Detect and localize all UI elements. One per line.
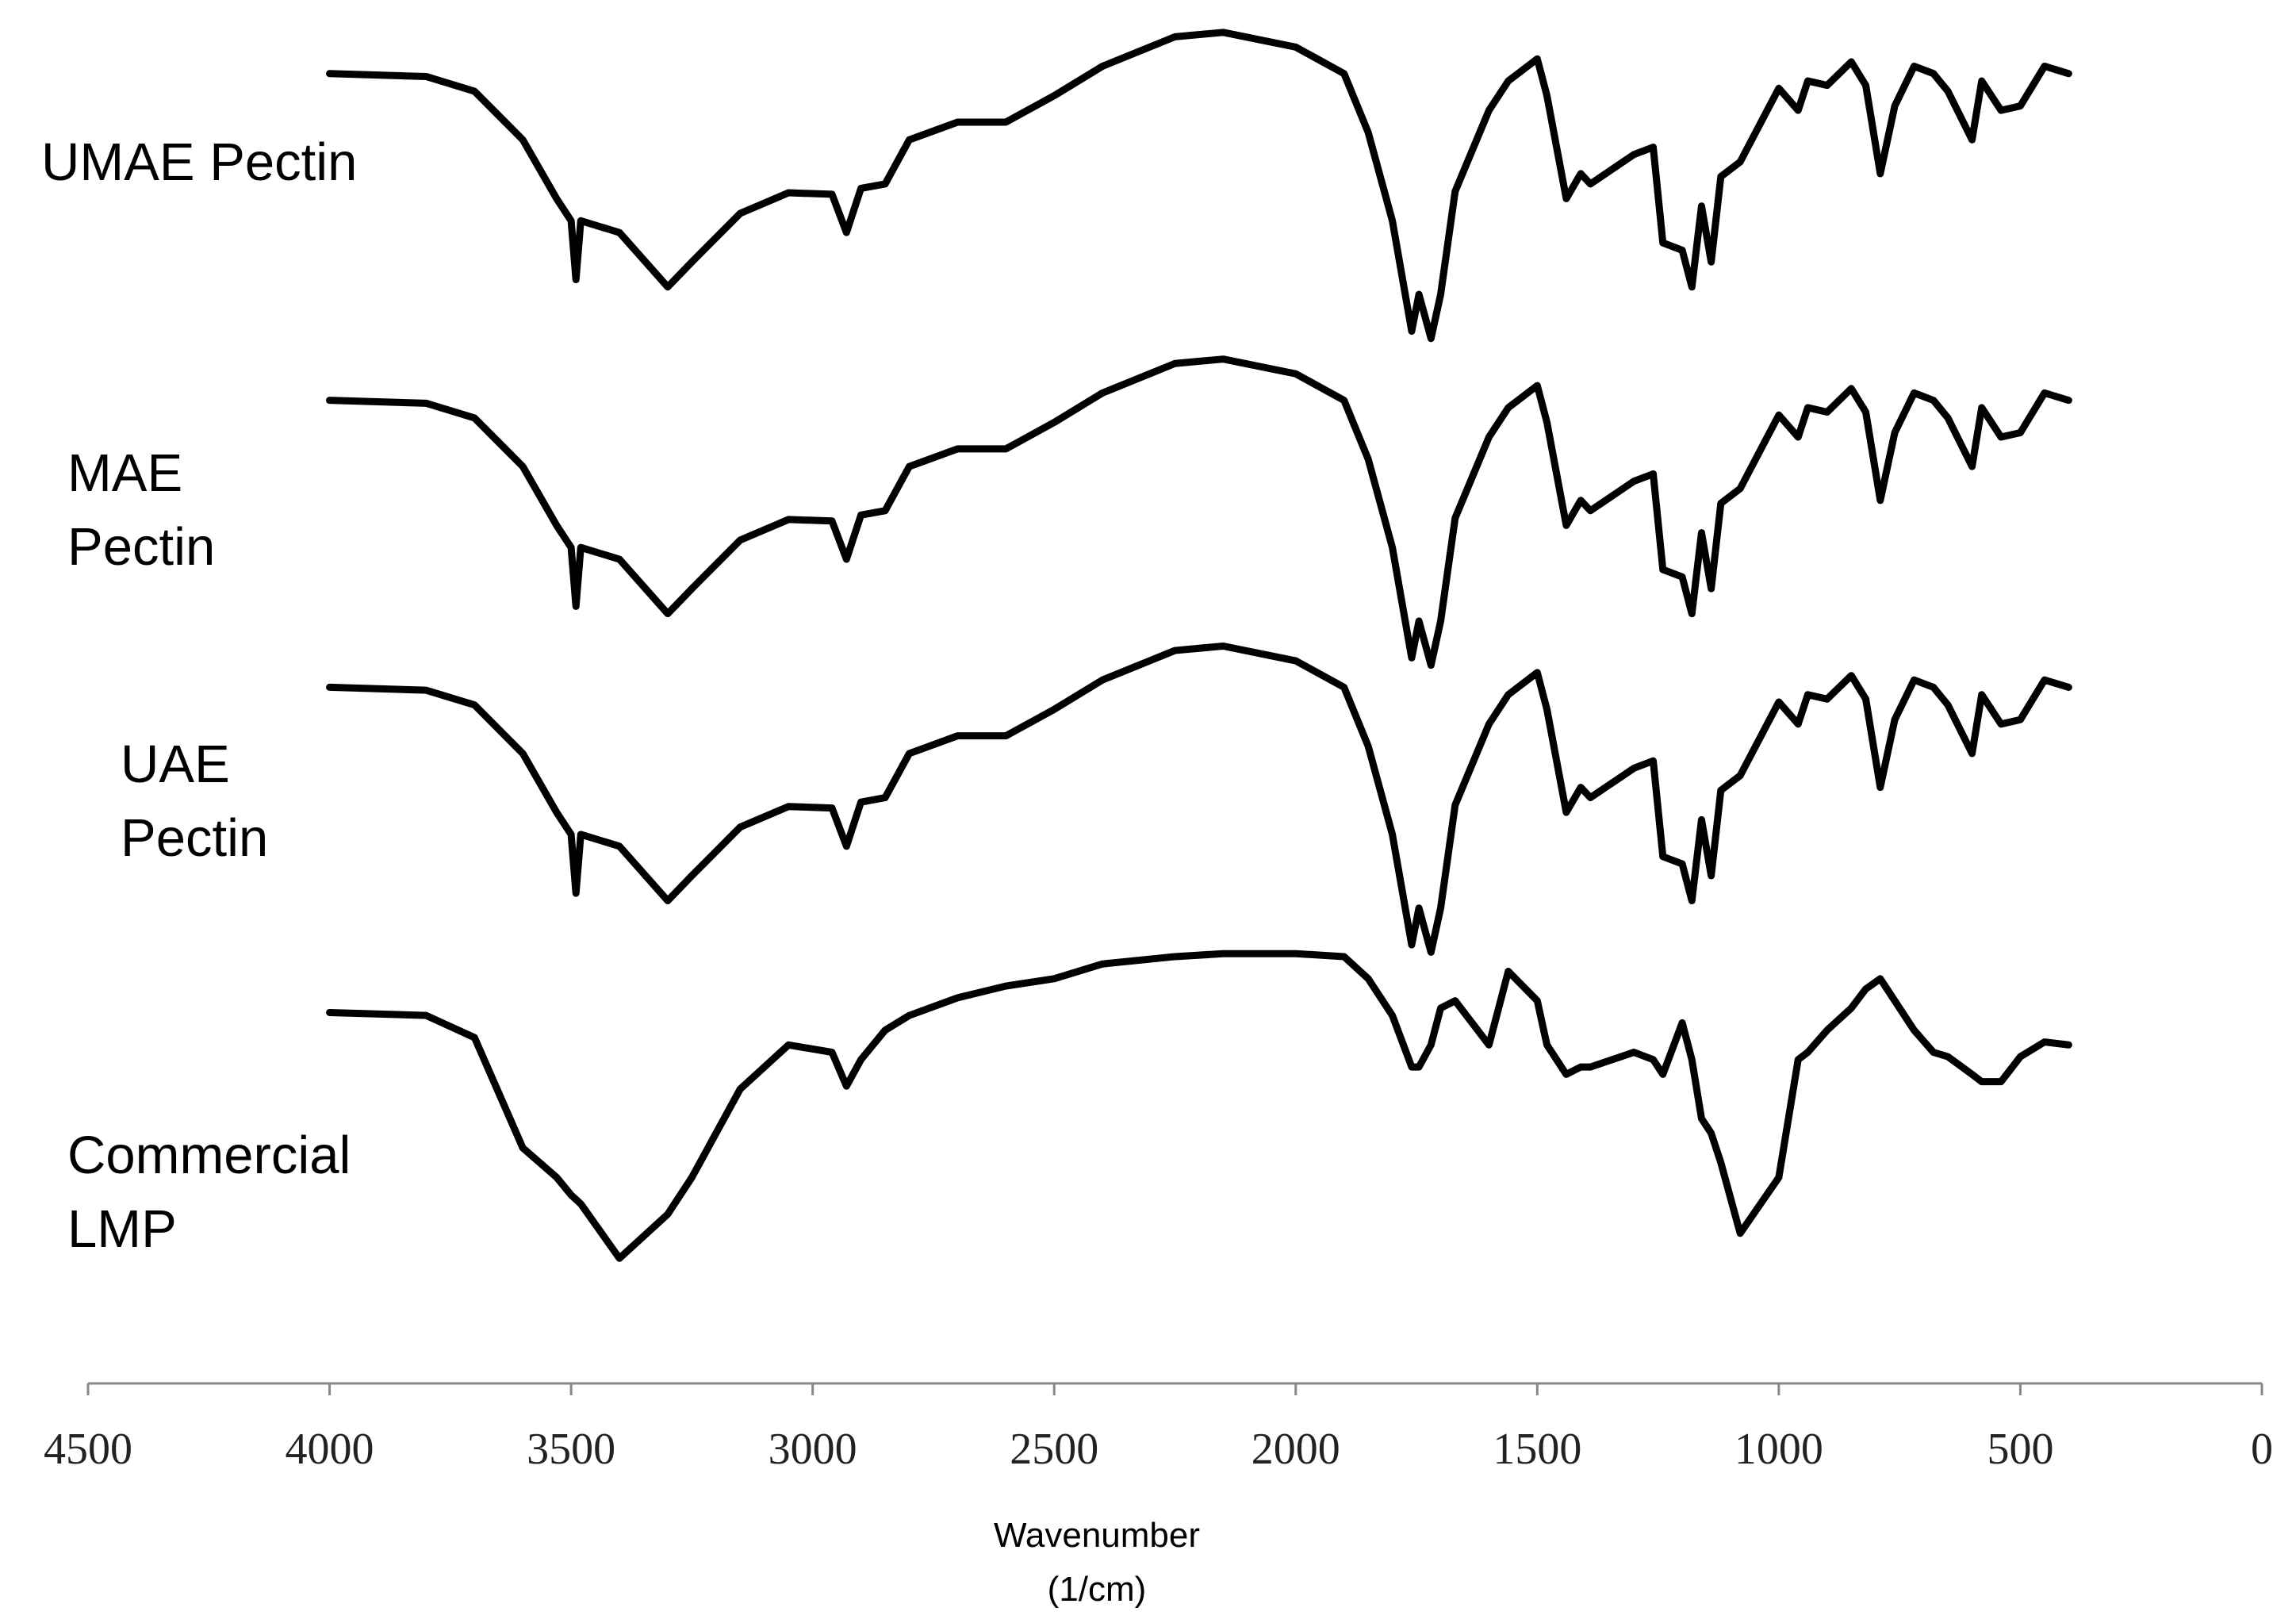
series-label: Commercial LMP [67,1126,351,1259]
spectrum-line [326,642,2072,956]
series-label: MAE Pectin [67,443,216,577]
x-tick-label: 4000 [286,1425,374,1474]
x-tick-label: 0 [2251,1425,2273,1474]
x-tick-label: 3000 [769,1425,857,1474]
x-tick-label: 500 [1987,1425,2053,1474]
x-tick-label: 2000 [1251,1425,1340,1474]
x-tick-label: 1500 [1493,1425,1581,1474]
x-axis-title: Wavenumber (1/cm) [993,1516,1201,1609]
x-tick-label: 2500 [1010,1425,1098,1474]
x-tick-label: 1000 [1734,1425,1823,1474]
series-label: UMAE Pectin [41,132,358,192]
x-tick-label: 3500 [527,1425,615,1474]
spectrum-line [326,355,2072,669]
series-label: UAE Pectin [121,735,269,868]
spectrum-line [326,950,2072,1262]
spectrum-line [326,29,2072,343]
x-tick-label: 4500 [44,1425,132,1474]
